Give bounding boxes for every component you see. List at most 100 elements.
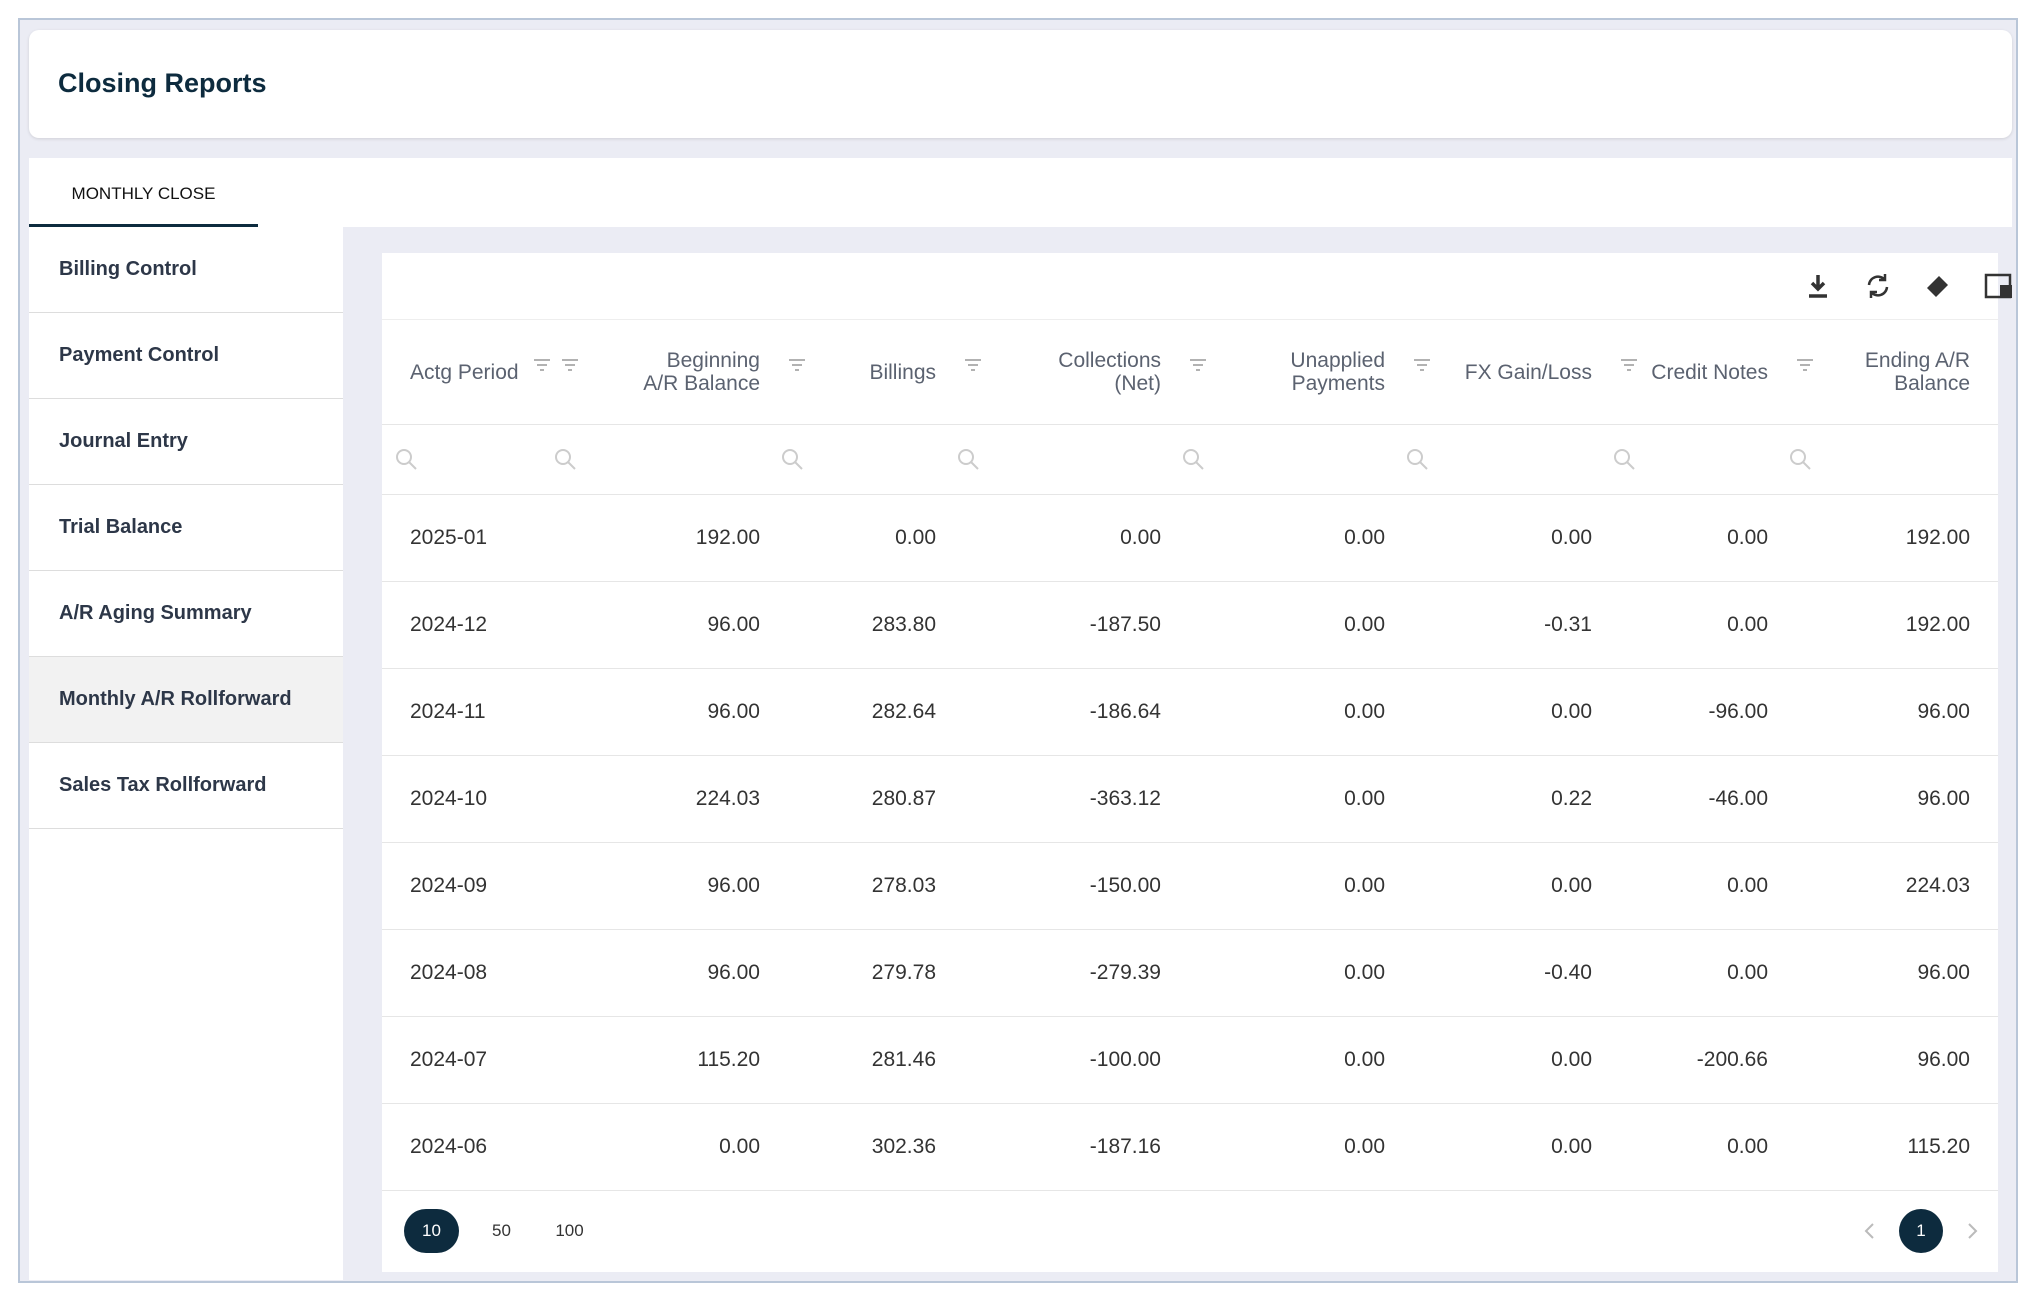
- search-icon: [1181, 447, 1207, 478]
- table-cell: 2024-09: [382, 842, 561, 930]
- table-cell: 96.00: [1796, 755, 1998, 843]
- table-cell: 279.78: [788, 929, 964, 1017]
- table-cell: 0.00: [1413, 1103, 1620, 1191]
- filter-icon[interactable]: [1796, 354, 1814, 377]
- filter-icon[interactable]: [561, 354, 579, 377]
- search-icon: [956, 447, 982, 478]
- column-title: Beginning A/R Balance: [643, 349, 760, 395]
- table-cell: 0.00: [1189, 494, 1413, 582]
- column-title: Unapplied Payments: [1290, 349, 1385, 395]
- table-cell: -150.00: [964, 842, 1189, 930]
- download-icon[interactable]: [1803, 271, 1833, 301]
- table-cell: 2024-12: [382, 581, 561, 669]
- nav-item[interactable]: Billing Control: [29, 227, 343, 313]
- table-cell: 0.00: [561, 1103, 788, 1191]
- toolbar: [382, 253, 2012, 320]
- page-size[interactable]: 10: [404, 1209, 459, 1253]
- pagination: 10 50 100 1: [382, 1191, 1998, 1271]
- header: Closing Reports: [29, 30, 2012, 138]
- table-cell: 192.00: [1796, 494, 1998, 582]
- column-header[interactable]: Unapplied Payments: [1189, 320, 1413, 425]
- nav-item[interactable]: Payment Control: [29, 313, 343, 399]
- column-title: Ending A/R Balance: [1864, 349, 1970, 395]
- table-row: 2025-01 192.00 0.00 0.00 0.00 0.00 0.00 192.00: [382, 494, 1998, 582]
- filter-icon[interactable]: [1413, 354, 1431, 377]
- search-cell[interactable]: [1790, 424, 1998, 495]
- column-header[interactable]: Credit Notes: [1620, 320, 1796, 425]
- column-title: Credit Notes: [1651, 360, 1768, 384]
- columns-icon[interactable]: [1983, 271, 2015, 303]
- filter-icon[interactable]: [788, 354, 806, 377]
- table-cell: 281.46: [788, 1016, 964, 1104]
- nav-item[interactable]: Journal Entry: [29, 399, 343, 485]
- table-cell: 283.80: [788, 581, 964, 669]
- page-title: Closing Reports: [58, 68, 267, 98]
- table-cell: 0.00: [1620, 842, 1796, 930]
- nav-item[interactable]: Sales Tax Rollforward: [29, 743, 343, 829]
- table-cell: 0.00: [1620, 929, 1796, 1017]
- nav-item[interactable]: Monthly A/R Rollforward: [29, 657, 343, 743]
- refresh-icon[interactable]: [1863, 271, 1893, 301]
- column-header[interactable]: Actg Period: [382, 320, 561, 425]
- search-icon: [1788, 447, 1814, 478]
- table-cell: 282.64: [788, 668, 964, 756]
- column-title: Collections (Net): [1058, 349, 1161, 395]
- table-row: 2024-07 115.20 281.46 -100.00 0.00 0.00 -200.6…: [382, 1016, 1998, 1104]
- table-cell: 0.00: [1413, 494, 1620, 582]
- search-cell[interactable]: [1407, 424, 1620, 495]
- tab-bar: MONTHLY CLOSE: [29, 158, 2012, 227]
- table-cell: 224.03: [561, 755, 788, 843]
- prev-page[interactable]: [1862, 1221, 1878, 1241]
- table-row: 2024-08 96.00 279.78 -279.39 0.00 -0.40 0.00 96…: [382, 929, 1998, 1017]
- search-cell[interactable]: [958, 424, 1189, 495]
- column-header[interactable]: Collections (Net): [964, 320, 1189, 425]
- table-cell: 115.20: [561, 1016, 788, 1104]
- table-cell: 302.36: [788, 1103, 964, 1191]
- header-row: Actg Period Beginning A/R Balance Billings…: [382, 320, 1998, 425]
- column-header[interactable]: Billings: [788, 320, 964, 425]
- table-cell: 96.00: [561, 668, 788, 756]
- table-cell: 0.00: [1620, 1103, 1796, 1191]
- table-cell: -46.00: [1620, 755, 1796, 843]
- column-header[interactable]: Beginning A/R Balance: [561, 320, 788, 425]
- nav-item[interactable]: A/R Aging Summary: [29, 571, 343, 657]
- table-cell: -279.39: [964, 929, 1189, 1017]
- table-cell: -187.50: [964, 581, 1189, 669]
- table-row: 2024-09 96.00 278.03 -150.00 0.00 0.00 0.00 224…: [382, 842, 1998, 930]
- table-cell: 0.00: [1620, 581, 1796, 669]
- column-title: Actg Period: [410, 360, 519, 384]
- table-cell: 2024-07: [382, 1016, 561, 1104]
- column-header[interactable]: FX Gain/Loss: [1413, 320, 1620, 425]
- page-size[interactable]: 50: [492, 1221, 511, 1240]
- table-cell: 0.00: [1413, 842, 1620, 930]
- filter-icon[interactable]: [1189, 354, 1207, 377]
- table-cell: 2024-10: [382, 755, 561, 843]
- search-cell[interactable]: [782, 424, 964, 495]
- tab[interactable]: MONTHLY CLOSE: [29, 158, 258, 227]
- column-header[interactable]: Ending A/R Balance: [1796, 320, 1998, 425]
- search-cell[interactable]: [382, 424, 561, 495]
- table-cell: -0.40: [1413, 929, 1620, 1017]
- nav-item[interactable]: Trial Balance: [29, 485, 343, 571]
- table-cell: 0.00: [1413, 668, 1620, 756]
- filter-row: [382, 424, 1998, 495]
- filter-icon[interactable]: [964, 354, 982, 377]
- table-cell: 192.00: [1796, 581, 1998, 669]
- search-cell[interactable]: [555, 424, 788, 495]
- filter-icon[interactable]: [533, 354, 551, 377]
- table-cell: 96.00: [561, 929, 788, 1017]
- current-page[interactable]: 1: [1899, 1209, 1943, 1253]
- filter-icon[interactable]: [1620, 354, 1638, 377]
- search-icon: [553, 447, 579, 478]
- table-cell: -200.66: [1620, 1016, 1796, 1104]
- search-cell[interactable]: [1183, 424, 1413, 495]
- table-row: 2024-11 96.00 282.64 -186.64 0.00 0.00 -96.00 9…: [382, 668, 1998, 756]
- table-cell: 280.87: [788, 755, 964, 843]
- eraser-icon[interactable]: [1923, 271, 1953, 301]
- table-cell: 2024-06: [382, 1103, 561, 1191]
- table-cell: 278.03: [788, 842, 964, 930]
- next-page[interactable]: [1964, 1221, 1980, 1241]
- search-cell[interactable]: [1614, 424, 1796, 495]
- table-cell: 115.20: [1796, 1103, 1998, 1191]
- page-size[interactable]: 100: [555, 1221, 584, 1240]
